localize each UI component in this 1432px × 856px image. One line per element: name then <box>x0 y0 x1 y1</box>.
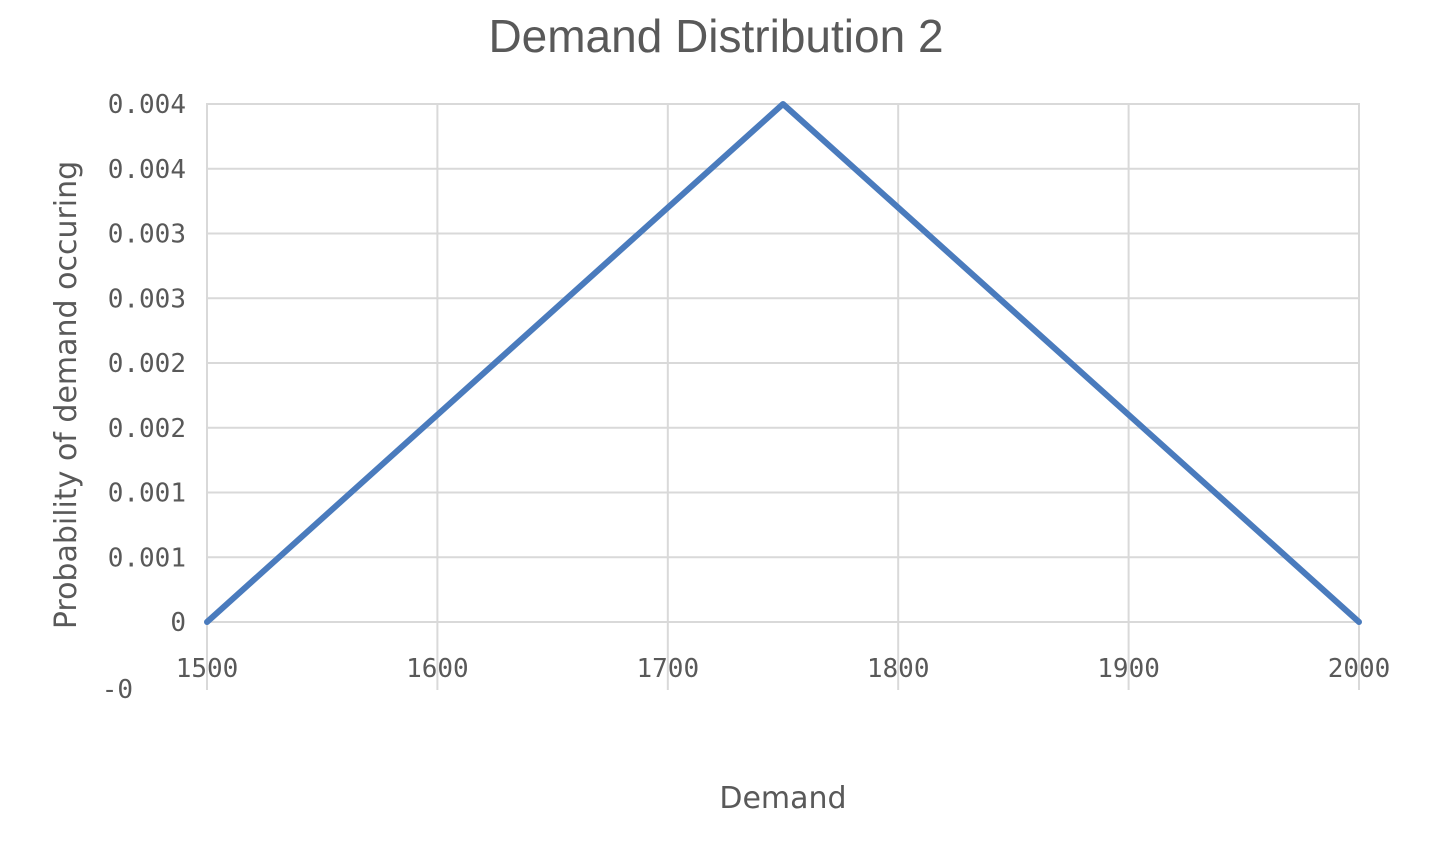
x-tick-label: 1600 <box>406 654 469 684</box>
chart-title: Demand Distribution 2 <box>488 10 943 62</box>
y-axis-tick-labels: 0 0.001 0.001 0.002 0.002 0.003 0.003 0.004 0.00… <box>108 90 186 638</box>
series-line <box>204 101 1362 625</box>
x-tick-label: 1500 <box>176 654 239 684</box>
y-axis-title: Probability of demand occuring <box>49 161 84 629</box>
x-axis-title: Demand <box>719 781 846 816</box>
y-tick-label: 0.003 <box>108 284 186 314</box>
y-tick-label: 0.001 <box>108 543 186 573</box>
grid-lines <box>206 103 1360 690</box>
y-tick-label: 0.004 <box>108 90 186 120</box>
x-tick-label: 1700 <box>636 654 699 684</box>
x-tick-label: 1900 <box>1097 654 1160 684</box>
y-tick-label-negative-zero: -0 <box>102 675 133 705</box>
y-tick-label: 0.002 <box>108 349 186 379</box>
y-tick-label: 0.002 <box>108 414 186 444</box>
x-tick-label: 1800 <box>867 654 930 684</box>
y-tick-label: 0 <box>170 608 186 638</box>
y-tick-label: 0.001 <box>108 479 186 509</box>
series-layer <box>204 101 1362 625</box>
y-tick-label: 0.003 <box>108 220 186 250</box>
y-tick-label: 0.004 <box>108 155 186 185</box>
x-tick-label: 2000 <box>1328 654 1391 684</box>
x-axis-tick-labels: 1500 1600 1700 1800 1900 2000 <box>176 654 1391 684</box>
